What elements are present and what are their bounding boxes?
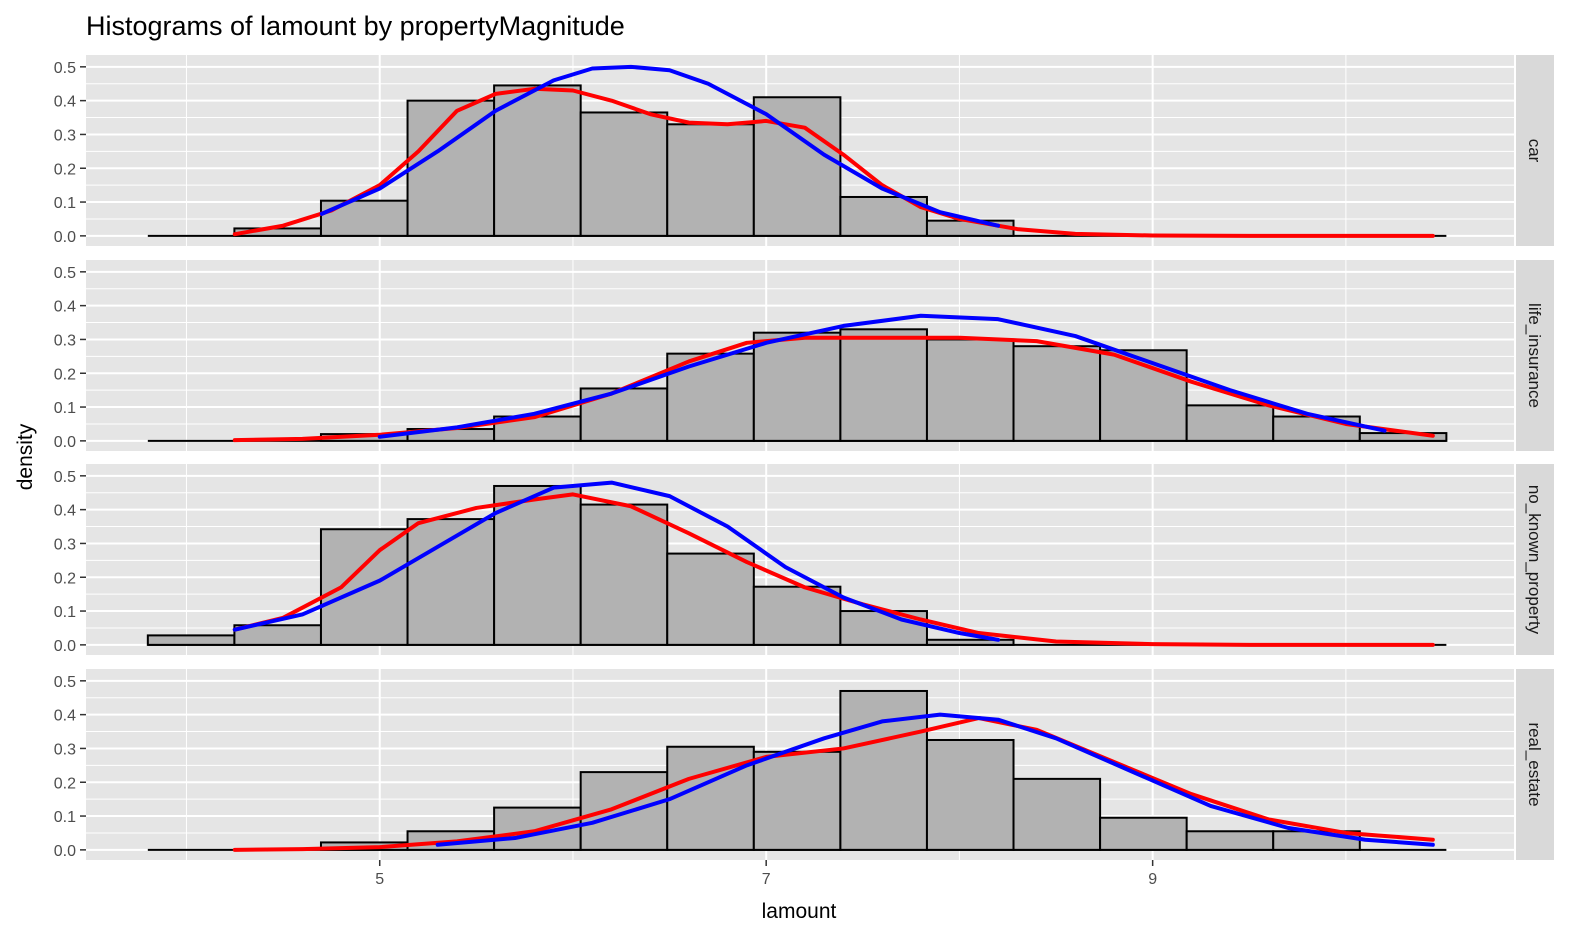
histogram-bar [925,219,1015,237]
histogram-bar [925,338,1015,442]
histogram-bar [925,638,1015,646]
red-density-curve [232,86,1435,238]
y-tick-label: 0.3 [54,741,76,758]
red-density-curve [232,716,1435,852]
facet-panels: 0.0 0.1 0.2 0.3 0.4 0.5 car 0.0 0.1 0.2 0.3 0.4 0.5 l… [54,55,1554,860]
histogram-bar [1272,415,1361,442]
facet-strip-label: life_insurance [1525,303,1544,408]
y-tick-label: 0.5 [54,469,76,486]
facet-panel-real-estate: 0.0 0.1 0.2 0.3 0.4 0.5 real_estate [54,669,1554,860]
blue-density-curve [377,313,1387,439]
facet-panel-no-known-property: 0.0 0.1 0.2 0.3 0.4 0.5 no_known_property [54,464,1554,655]
y-tick-label: 0.4 [54,503,76,520]
y-tick-label: 0.0 [54,229,76,246]
y-tick-label: 0.5 [54,60,76,77]
y-tick-label: 0.3 [54,127,76,144]
blue-density-curve [435,712,1435,847]
y-tick-label: 0.2 [54,570,76,587]
y-tick-label: 0.3 [54,536,76,553]
histogram-bar [1099,816,1188,851]
histogram-bar [579,503,669,646]
y-tick-label: 0.2 [54,161,76,178]
histogram-bar [752,750,842,851]
x-tick-label: 5 [375,871,384,888]
y-tick-label: 0.3 [54,332,76,349]
blue-density-curve [319,64,1001,228]
x-tick-label: 7 [762,871,771,888]
y-tick-label: 0.4 [54,708,76,725]
y-tick-label: 0.1 [54,604,76,621]
y-tick-label: 0.0 [54,434,76,451]
x-tick-label: 9 [1148,871,1157,888]
x-axis: 5 7 9 [375,860,1157,888]
y-tick-label: 0.4 [54,299,76,316]
y-tick-label: 0.0 [54,638,76,655]
y-tick-label: 0.1 [54,400,76,417]
histogram-bar [493,484,582,646]
chart-title: Histograms of lamount by propertyMagnitu… [86,11,625,41]
histogram-bar [1185,830,1275,851]
y-tick-label: 0.2 [54,366,76,383]
histogram-bar [146,634,236,646]
facet-panel-car: 0.0 0.1 0.2 0.3 0.4 0.5 car [54,55,1554,246]
histogram-bar [666,123,755,237]
facet-strip [1516,464,1554,655]
blue-density-curve [232,480,1001,642]
y-tick-label: 0.5 [54,265,76,282]
facet-strip [1516,260,1554,451]
x-axis-title: lamount [762,900,837,923]
y-tick-label: 0.5 [54,674,76,691]
histogram-bar [1012,777,1102,851]
y-tick-label: 0.2 [54,775,76,792]
facet-strip-label: real_estate [1525,722,1544,806]
y-tick-label: 0.1 [54,195,76,212]
histogram-bar [925,738,1015,851]
y-tick-label: 0.1 [54,809,76,826]
histogram-bar [579,771,669,851]
histogram-bar [752,96,842,237]
facet-strip [1516,55,1554,246]
histogram-bar [319,199,409,237]
histogram-bar [493,84,582,237]
facet-strip-label: no_known_property [1525,485,1544,635]
y-tick-label: 0.0 [54,843,76,860]
histogram-bar [752,585,842,646]
histogram-bar [1012,345,1102,442]
histogram-bar [1185,404,1275,442]
facet-panel-life-insurance: 0.0 0.1 0.2 0.3 0.4 0.5 life_insurance [54,260,1554,451]
histogram-bar [839,328,928,442]
histogram-bar [579,111,669,237]
facet-strip-label: car [1525,139,1544,163]
facet-strip [1516,669,1554,860]
red-density-curve [232,492,1435,647]
histogram-bar [666,552,755,646]
histogram-bar [752,331,842,442]
histogram-bar [839,689,928,851]
y-axis-title: density [14,423,37,490]
y-tick-label: 0.4 [54,94,76,111]
